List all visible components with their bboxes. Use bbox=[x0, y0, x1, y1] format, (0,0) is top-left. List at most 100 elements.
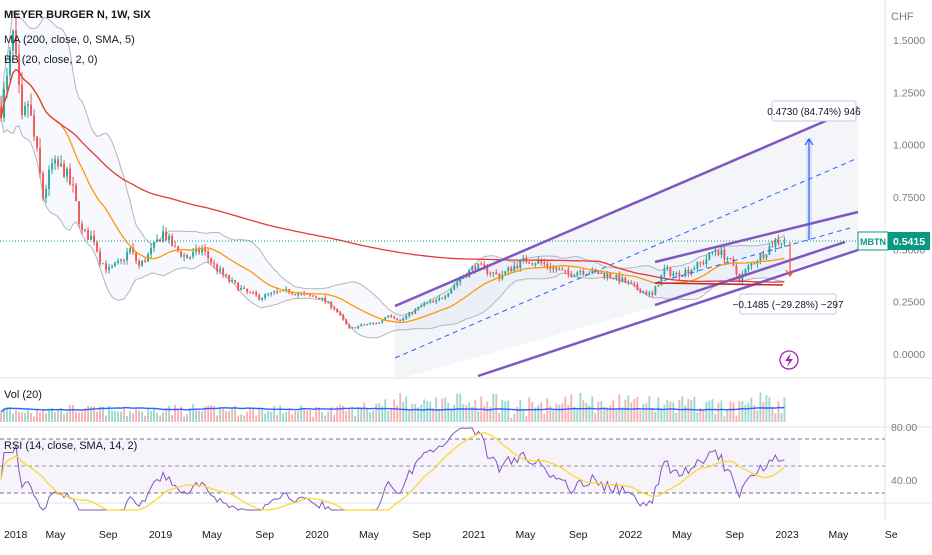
candle-body bbox=[657, 285, 660, 287]
outer-channel-top[interactable] bbox=[394, 105, 859, 308]
price-tick-label: 0.2500 bbox=[893, 297, 925, 309]
candle-body bbox=[132, 247, 134, 253]
volume-bar bbox=[231, 407, 234, 422]
candle-body bbox=[138, 260, 141, 266]
candle-body bbox=[450, 289, 453, 294]
time-tick-label: Sep bbox=[99, 529, 118, 541]
volume-bar bbox=[657, 397, 660, 422]
candle-body bbox=[651, 292, 654, 295]
volume-bar bbox=[105, 415, 107, 422]
candle-body bbox=[627, 282, 630, 284]
inner-channel-mid[interactable] bbox=[654, 227, 851, 284]
volume-bar bbox=[84, 408, 86, 422]
candle-body bbox=[633, 283, 636, 285]
candle-body bbox=[357, 326, 360, 329]
volume-bar bbox=[756, 410, 759, 422]
candle-body bbox=[348, 324, 351, 329]
candle-body bbox=[438, 297, 441, 300]
volume-bar bbox=[174, 404, 177, 422]
lightning-icon[interactable] bbox=[779, 350, 799, 370]
volume-bar bbox=[615, 409, 618, 422]
volume-bar bbox=[624, 399, 627, 422]
candle-body bbox=[180, 251, 183, 257]
volume-bar bbox=[612, 400, 615, 422]
outer-channel-mid[interactable] bbox=[394, 157, 859, 359]
volume-bar bbox=[27, 408, 29, 422]
volume-bar bbox=[45, 413, 47, 422]
candle-body bbox=[330, 301, 333, 308]
price-tick-label: 1.5000 bbox=[893, 35, 925, 47]
candle-body bbox=[387, 315, 390, 318]
volume-bar bbox=[447, 402, 450, 422]
candle-body bbox=[228, 275, 231, 282]
inner-channel-bottom[interactable] bbox=[654, 240, 846, 307]
lower-measure-label[interactable]: −0.1485 (−29.28%) −297 bbox=[733, 293, 844, 315]
volume-bar bbox=[717, 402, 720, 422]
time-tick-label: Se bbox=[885, 529, 898, 541]
volume-bar bbox=[132, 413, 134, 422]
volume-bar bbox=[621, 407, 624, 422]
candle-body bbox=[333, 307, 336, 309]
volume-bar bbox=[630, 402, 633, 422]
candle-body bbox=[297, 293, 300, 296]
candle-body bbox=[699, 261, 702, 263]
upper-measure-label[interactable]: 0.4730 (84.74%) 946 bbox=[767, 100, 861, 122]
price-measure-up[interactable] bbox=[804, 137, 814, 240]
time-tick-label: Sep bbox=[569, 529, 588, 541]
candle-body bbox=[573, 275, 576, 277]
candle-body bbox=[552, 267, 555, 269]
inner-channel-top[interactable] bbox=[654, 210, 859, 264]
candle-body bbox=[270, 292, 273, 294]
pane-frame bbox=[0, 0, 932, 520]
price-axis[interactable]: 1.5000 1.2500 1.0000 0.7500 0.5000 0.2500 0.00… bbox=[893, 35, 925, 361]
volume-bar bbox=[357, 406, 360, 422]
volume-bar bbox=[354, 415, 357, 422]
candle-body bbox=[384, 317, 387, 321]
volume-bar bbox=[375, 403, 378, 422]
candle-body bbox=[264, 294, 267, 298]
volume-bar bbox=[252, 408, 255, 422]
candle-body bbox=[66, 168, 68, 177]
candle-body bbox=[405, 315, 408, 319]
volume-bar bbox=[771, 408, 774, 422]
time-axis[interactable]: 2018 May Sep 2019 May Sep 2020 May Sep 2021 May Sep… bbox=[4, 529, 898, 541]
bb-basis-line bbox=[0, 68, 785, 324]
volume-bar bbox=[333, 414, 336, 422]
candle-body bbox=[363, 324, 366, 326]
volume-bar bbox=[321, 411, 324, 422]
volume-bar bbox=[270, 411, 273, 422]
time-tick-label: 2022 bbox=[619, 529, 643, 541]
volume-bar bbox=[141, 411, 144, 422]
candle-body bbox=[510, 267, 513, 272]
volume-bar bbox=[654, 411, 657, 422]
volume-bar bbox=[318, 407, 321, 422]
candle-body bbox=[0, 106, 2, 119]
candle-body bbox=[411, 312, 414, 314]
candle-body bbox=[102, 263, 104, 265]
volume-bar bbox=[210, 405, 213, 422]
time-tick-label: 2020 bbox=[305, 529, 329, 541]
candle-body bbox=[693, 268, 696, 270]
volume-bar bbox=[750, 397, 753, 422]
volume-bar bbox=[309, 410, 312, 422]
candle-body bbox=[123, 259, 125, 261]
candle-body bbox=[174, 246, 177, 248]
candle-body bbox=[249, 291, 252, 293]
volume-bar bbox=[522, 409, 525, 422]
volume-bar bbox=[495, 394, 498, 422]
candle-body bbox=[393, 317, 396, 319]
price-measure-down[interactable] bbox=[785, 242, 795, 278]
volume-bar bbox=[576, 409, 579, 422]
support-line[interactable] bbox=[654, 282, 784, 286]
outer-channel-bottom[interactable] bbox=[477, 248, 859, 378]
candle-body bbox=[585, 274, 588, 276]
volume-bar bbox=[69, 404, 71, 422]
candle-body bbox=[165, 231, 168, 240]
volume-bar bbox=[546, 398, 549, 422]
candle-body bbox=[486, 266, 489, 274]
candle-body bbox=[603, 272, 606, 278]
channel-drawings[interactable] bbox=[394, 105, 859, 378]
volume-series bbox=[0, 392, 786, 422]
